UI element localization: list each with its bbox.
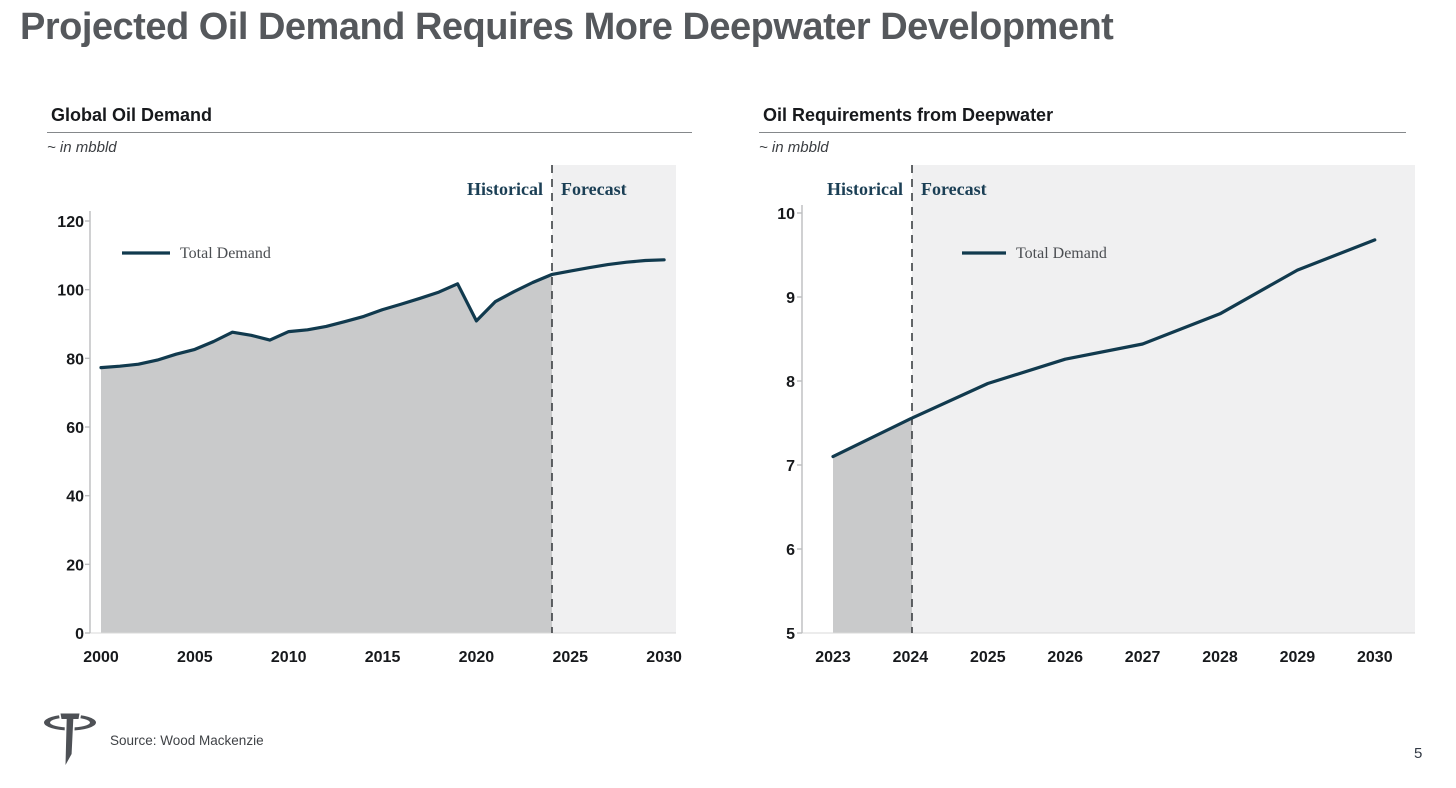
x-axis-label: 2020 [459,649,495,666]
units-label: ~ in mbbld [47,139,117,156]
y-axis-label: 7 [786,458,795,475]
total-demand-line [99,258,666,370]
x-axis-label: 2000 [83,649,119,666]
forecast-label: Forecast [921,179,987,199]
forecast-label: Forecast [561,179,627,199]
y-axis-label: 120 [57,214,84,231]
slide-title: Projected Oil Demand Requires More Deepw… [20,6,1114,48]
historical-label: Historical [467,179,543,199]
y-axis-label: 80 [66,351,84,368]
heading-divider [759,132,1406,133]
source-note: Source: Wood Mackenzie [110,733,264,748]
chart-title-global-oil-demand: Global Oil Demand [51,105,213,125]
y-axis-label: 9 [786,290,795,307]
x-axis-label: 2028 [1202,649,1238,666]
forecast-region [912,165,1415,633]
historical-area-fill [833,418,912,633]
x-axis-label: 2024 [893,649,929,666]
historical-label: Historical [827,179,903,199]
logo-ellipse [44,714,96,731]
logo-t [60,713,80,765]
y-axis-label: 10 [777,206,795,223]
y-axis-label: 20 [66,557,84,574]
y-axis-label: 0 [75,626,84,643]
y-axis-label: 40 [66,489,84,506]
y-axis-label: 100 [57,283,84,300]
x-axis-label: 2030 [646,649,682,666]
x-axis-label: 2029 [1280,649,1316,666]
x-axis-label: 2005 [177,649,213,666]
historical-area-fill [101,274,552,633]
chart-title-deepwater-oil-requirements: Oil Requirements from Deepwater [763,105,1054,125]
forecast-region [552,165,676,633]
x-axis-label: 2030 [1357,649,1393,666]
x-axis-label: 2023 [815,649,851,666]
x-axis-label: 2026 [1047,649,1083,666]
legend-label: Total Demand [180,245,271,262]
x-axis-label: 2015 [365,649,401,666]
total-demand-line [831,238,1377,459]
transocean-logo [44,711,96,766]
global-oil-demand-chart: 0 20 40 60 80 100 120 2000 2005 2010 2015 2020 2025 2… [57,165,682,666]
x-axis-label: 2025 [552,649,588,666]
x-axis-label: 2027 [1125,649,1161,666]
y-axis-label: 60 [66,420,84,437]
y-axis-label: 8 [786,374,795,391]
heading-divider [47,132,692,133]
x-axis-label: 2025 [970,649,1006,666]
deepwater-oil-requirements-chart: 5 6 7 8 9 10 2023 2024 2025 2026 2027 2028 2029 2030 H… [777,165,1415,666]
legend-label: Total Demand [1016,245,1107,262]
page-number: 5 [1414,745,1423,762]
units-label: ~ in mbbld [759,139,829,156]
x-axis-label: 2010 [271,649,307,666]
y-axis-label: 6 [786,542,795,559]
y-axis-label: 5 [786,626,795,643]
